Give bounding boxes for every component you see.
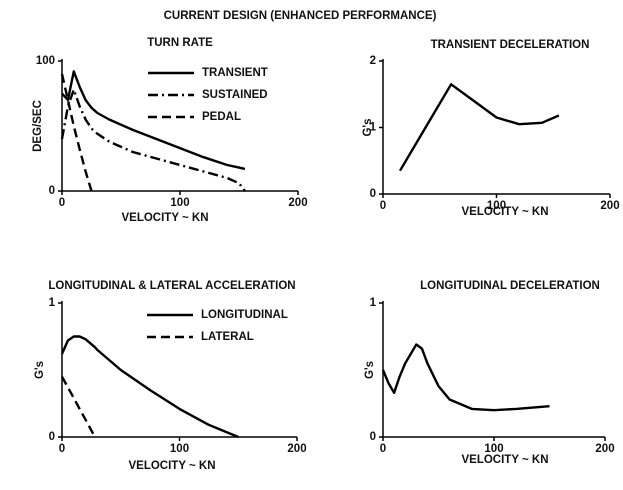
- x-tick-label: 100: [170, 197, 189, 209]
- x-axis-label: VELOCITY ~ KN: [461, 454, 548, 466]
- chart-title: LONGITUDINAL & LATERAL ACCELERATION: [48, 280, 295, 292]
- y-tick-label: 1: [370, 122, 377, 134]
- data-line: [60, 376, 96, 438]
- legend-label: LATERAL: [201, 331, 254, 343]
- chart-title: TRANSIENT DECELERATION: [431, 39, 590, 51]
- chart-title: TURN RATE: [147, 37, 213, 49]
- data-line: [398, 83, 560, 172]
- legend-label: SUSTAINED: [202, 89, 268, 101]
- legend-label: TRANSIENT: [202, 67, 268, 79]
- y-tick-label: 0: [49, 185, 55, 197]
- y-tick-label: 0: [49, 431, 55, 443]
- y-axis-label: G's: [362, 118, 374, 136]
- y-tick-label: 100: [36, 55, 55, 67]
- data-line: [61, 70, 246, 171]
- y-axis-label: G's: [34, 361, 46, 379]
- data-line: [381, 343, 550, 412]
- y-tick-label: 0: [370, 431, 376, 443]
- chart-title: LONGITUDINAL DECELERATION: [420, 280, 600, 292]
- x-tick-label: 100: [170, 443, 189, 455]
- y-axis-label: DEG/SEC: [32, 100, 44, 152]
- x-tick-label: 200: [595, 443, 614, 455]
- legend-label: PEDAL: [202, 111, 241, 123]
- x-tick-label: 100: [484, 443, 503, 455]
- x-tick-label: 0: [59, 443, 65, 455]
- x-tick-label: 0: [380, 200, 386, 212]
- figure-title: CURRENT DESIGN (ENHANCED PERFORMANCE): [164, 10, 437, 22]
- x-tick-label: 200: [288, 197, 307, 209]
- x-axis-label: VELOCITY ~ KN: [121, 212, 208, 224]
- data-line: [60, 335, 239, 439]
- y-tick-label: 2: [370, 55, 376, 67]
- x-tick-label: 0: [59, 197, 65, 209]
- x-axis-label: VELOCITY ~ KN: [461, 206, 548, 218]
- legend-label: LONGITUDINAL: [201, 309, 288, 321]
- x-tick-label: 100: [487, 200, 506, 212]
- x-tick-label: 200: [600, 200, 619, 212]
- data-line: [60, 88, 246, 192]
- y-tick-label: 1: [49, 297, 56, 309]
- data-line: [60, 73, 93, 192]
- x-tick-label: 200: [287, 443, 306, 455]
- x-axis-label: VELOCITY ~ KN: [128, 460, 215, 472]
- y-tick-label: 1: [370, 297, 377, 309]
- y-tick-label: 0: [370, 188, 376, 200]
- y-axis-label: G's: [364, 361, 376, 379]
- x-tick-label: 0: [380, 443, 386, 455]
